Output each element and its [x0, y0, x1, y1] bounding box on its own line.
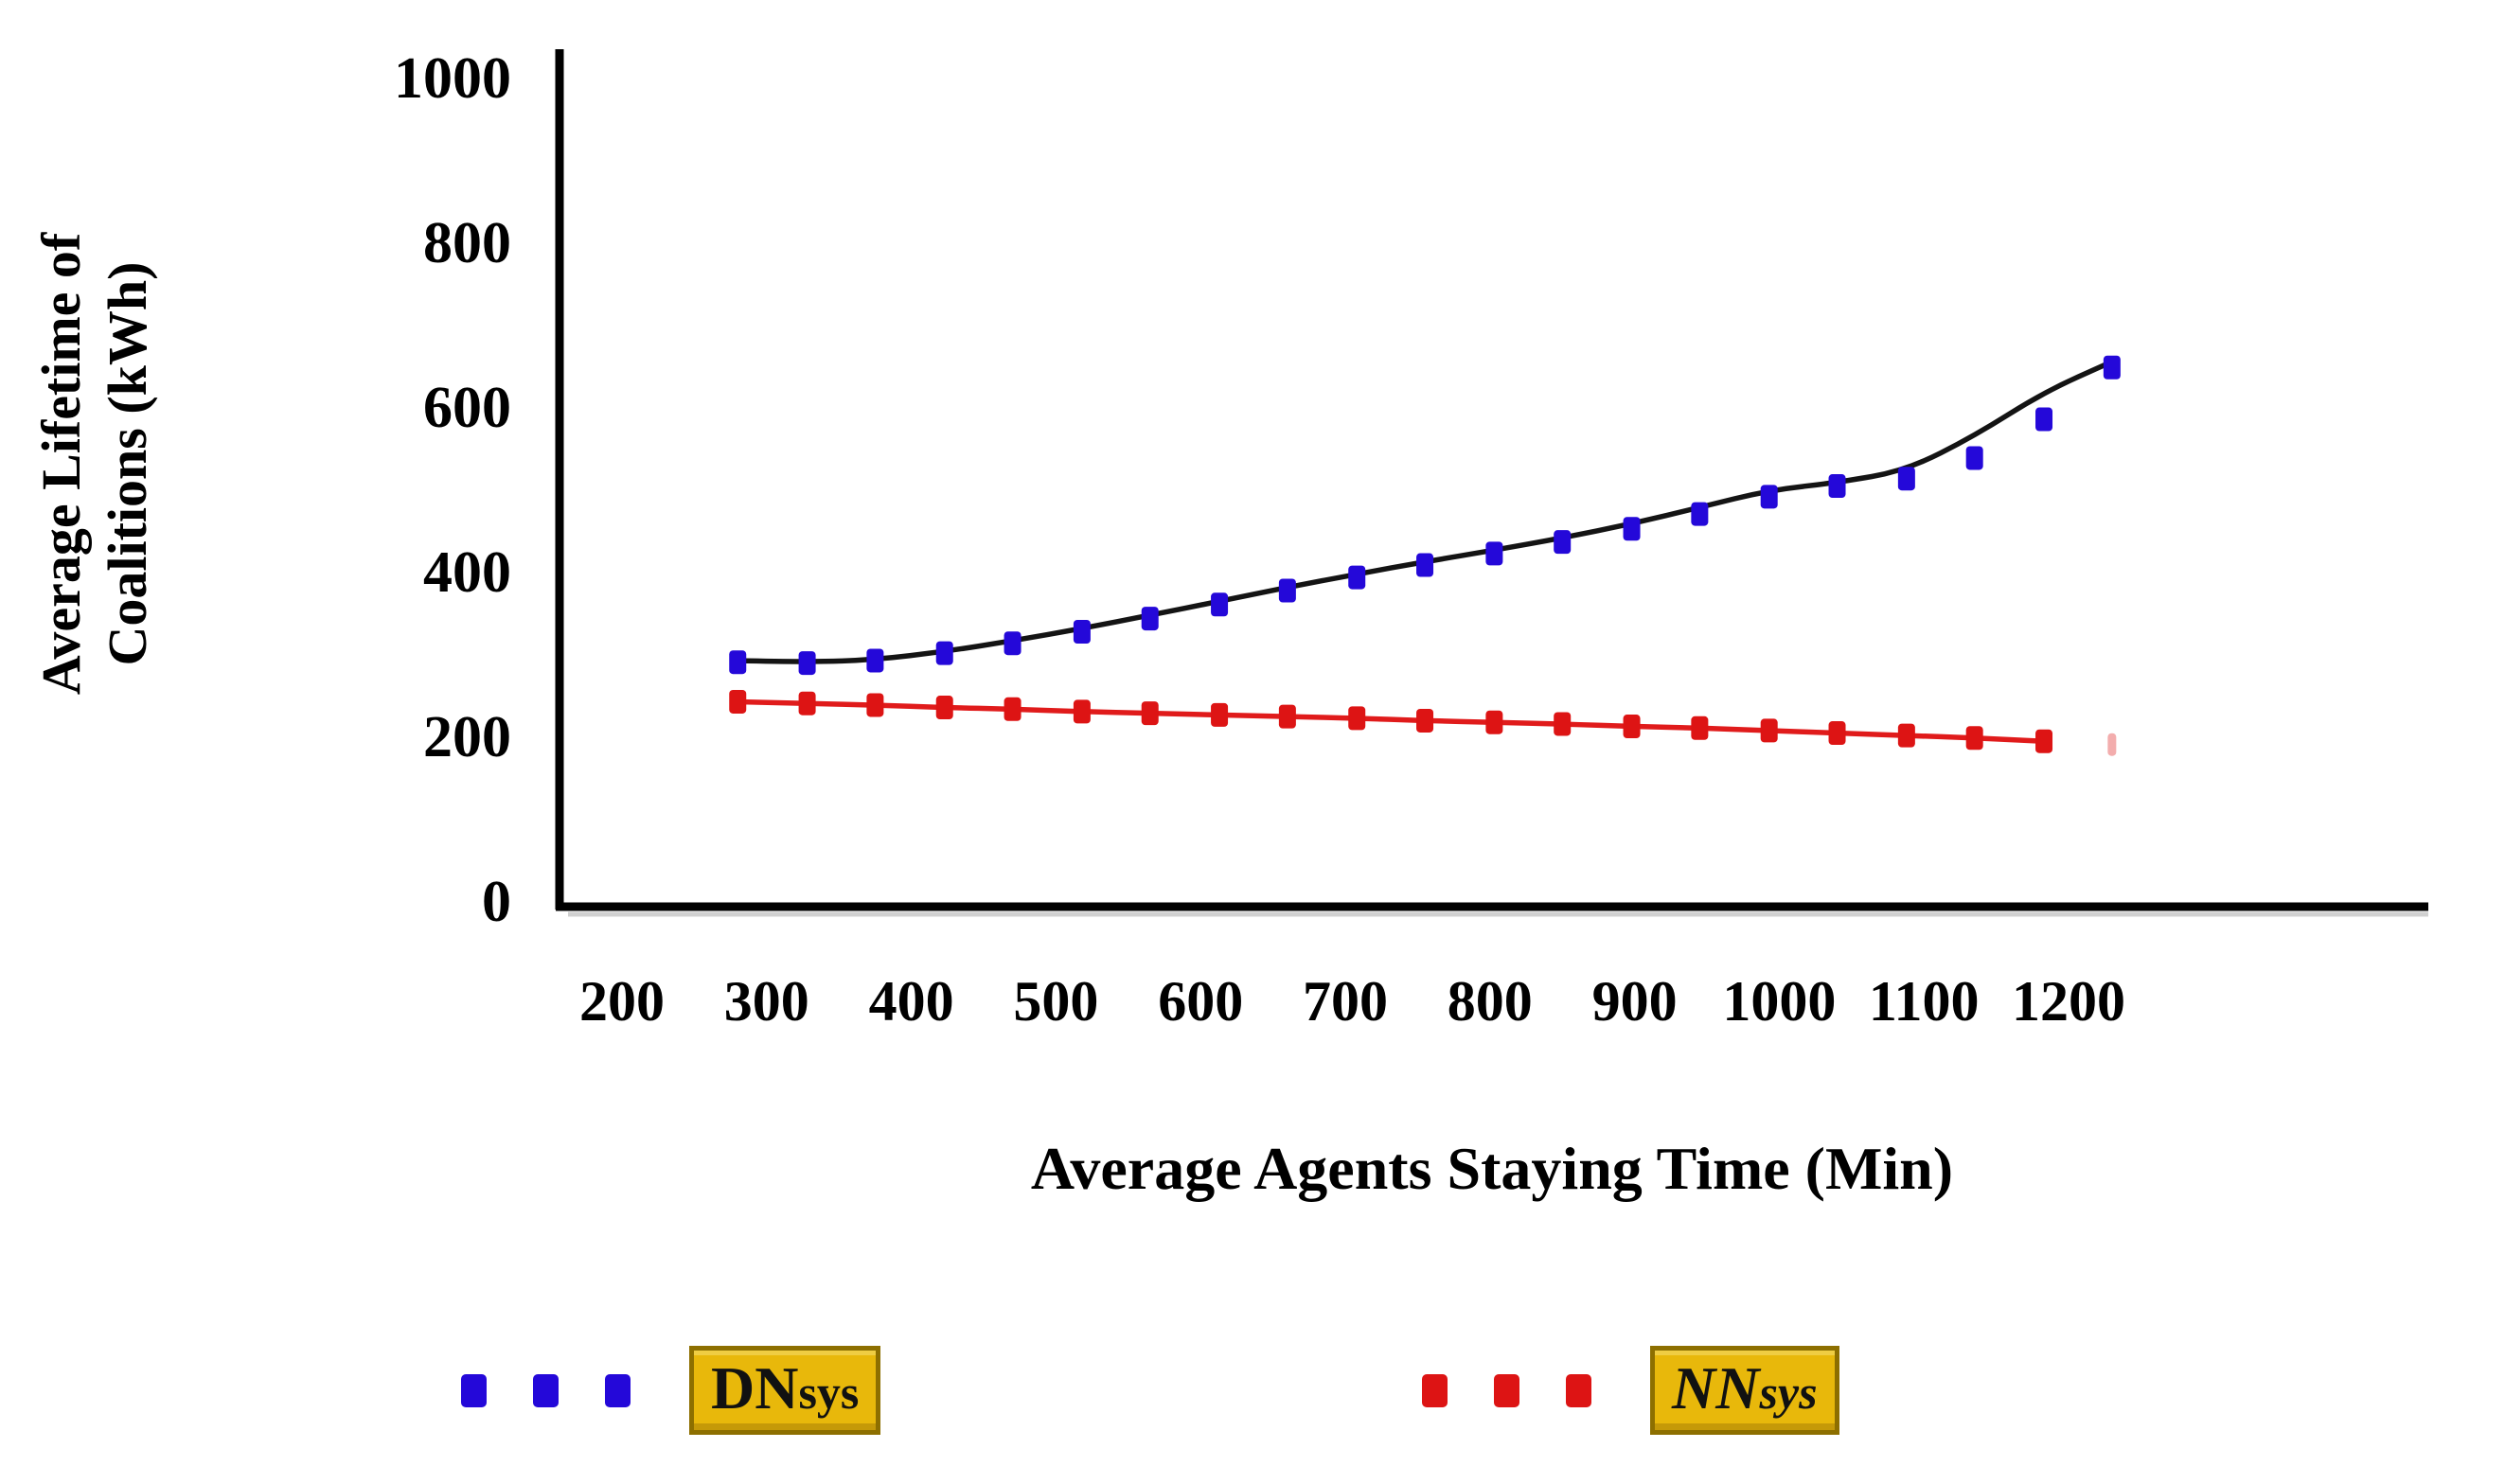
nnsys-data-point: [1965, 726, 1983, 751]
x-axis-tick-labels: 200 300 400 500 600 700 800 900 1000 1100 1200: [579, 970, 2125, 1033]
y-axis-tick-labels: 0 200 400 600 800 1000: [394, 46, 511, 934]
axes: [555, 49, 2428, 917]
dnsys-dotted-marker-icon: [461, 1373, 631, 1407]
dnsys-data-point: [1760, 485, 1778, 509]
nnsys-data-point: [1828, 721, 1846, 746]
dnsys-data-point: [2035, 407, 2053, 432]
nnsys-data-point: [2107, 733, 2117, 756]
x-tick-label: 400: [869, 970, 954, 1033]
nnsys-marker-square: [1566, 1373, 1591, 1407]
dnsys-data-point: [1623, 517, 1641, 541]
x-tick-label: 300: [724, 970, 809, 1033]
nnsys-data-point: [1004, 697, 1022, 721]
nnsys-data-point: [1485, 710, 1503, 734]
y-axis-title-line2: Coalitions (kWh): [96, 261, 158, 666]
nnsys-data-point: [1416, 708, 1434, 733]
x-tick-label: 900: [1592, 970, 1678, 1033]
nnsys-trend-line: [737, 698, 2045, 744]
y-tick-label: 1000: [394, 46, 511, 111]
dnsys-data-point: [1141, 607, 1159, 631]
x-axis-title: Average Agents Staying Time (Min): [1030, 1135, 1954, 1202]
dnsys-data-point: [1278, 578, 1296, 603]
nnsys-data-point: [1760, 718, 1778, 743]
legend-item-nnsys: NNsys: [1422, 1346, 1839, 1435]
dnsys-data-point: [1416, 553, 1434, 577]
dnsys-data-point: [1897, 467, 1915, 491]
nnsys-data-point: [1141, 701, 1159, 726]
nnsys-data-point: [866, 693, 884, 717]
dnsys-data-point: [1211, 592, 1229, 617]
dnsys-data-point: [1485, 541, 1503, 566]
dnsys-legend-label-sub: sys: [798, 1366, 860, 1419]
nnsys-legend-label-sub: sys: [1759, 1366, 1818, 1419]
dnsys-data-point: [1554, 530, 1572, 555]
dnsys-trend-line: [737, 359, 2113, 664]
dnsys-legend-label: DN: [711, 1354, 799, 1422]
dnsys-data-point: [1073, 620, 1091, 645]
dnsys-data-point: [1348, 565, 1366, 590]
nnsys-legend-label: NN: [1672, 1354, 1760, 1422]
dnsys-data-point: [2103, 355, 2121, 380]
dnsys-data-point: [1004, 631, 1022, 656]
dnsys-data-point: [798, 651, 816, 676]
nnsys-data-point: [1073, 699, 1091, 724]
dnsys-data-point: [1691, 502, 1709, 526]
nnsys-data-point: [1278, 704, 1296, 729]
nnsys-legend-label-box: NNsys: [1650, 1346, 1839, 1435]
dnsys-data-point: [866, 648, 884, 673]
x-tick-label: 1100: [1869, 970, 1980, 1033]
data-point-markers: [729, 355, 2121, 756]
dnsys-data-point: [729, 650, 747, 675]
nnsys-marker-square: [1422, 1373, 1448, 1407]
dnsys-data-point: [1828, 474, 1846, 499]
y-axis-title: Average Lifetime of Coalitions (kWh): [28, 57, 161, 871]
nnsys-data-point: [935, 696, 953, 720]
nnsys-dotted-marker-icon: [1422, 1373, 1591, 1407]
nnsys-data-point: [1623, 715, 1641, 739]
trend-lines: [737, 359, 2113, 744]
x-tick-label: 1000: [1722, 970, 1836, 1033]
dnsys-marker-square: [461, 1373, 487, 1407]
y-tick-label: 200: [423, 705, 511, 769]
x-tick-label: 600: [1158, 970, 1243, 1033]
x-tick-label: 800: [1448, 970, 1533, 1033]
dnsys-data-point: [935, 641, 953, 665]
x-tick-label: 700: [1303, 970, 1388, 1033]
nnsys-data-point: [2035, 729, 2053, 753]
x-tick-label: 500: [1013, 970, 1098, 1033]
y-tick-label: 800: [423, 211, 511, 275]
dnsys-legend-label-box: DNsys: [689, 1346, 881, 1435]
nnsys-data-point: [798, 691, 816, 716]
nnsys-data-point: [1211, 702, 1229, 727]
y-tick-label: 600: [423, 376, 511, 440]
dnsys-marker-square: [605, 1373, 631, 1407]
nnsys-data-point: [1554, 712, 1572, 736]
nnsys-data-point: [1348, 706, 1366, 731]
nnsys-data-point: [1897, 723, 1915, 748]
y-tick-label: 0: [482, 870, 511, 934]
x-tick-label: 1200: [2012, 970, 2125, 1033]
dnsys-marker-square: [533, 1373, 559, 1407]
nnsys-data-point: [1691, 716, 1709, 740]
dnsys-data-point: [1965, 446, 1983, 470]
nnsys-data-point: [729, 689, 747, 714]
y-tick-label: 400: [423, 540, 511, 605]
nnsys-marker-square: [1494, 1373, 1519, 1407]
legend-item-dnsys: DNsys: [461, 1346, 881, 1435]
y-axis-title-line1: Average Lifetime of: [30, 232, 92, 696]
x-tick-label: 200: [579, 970, 665, 1033]
